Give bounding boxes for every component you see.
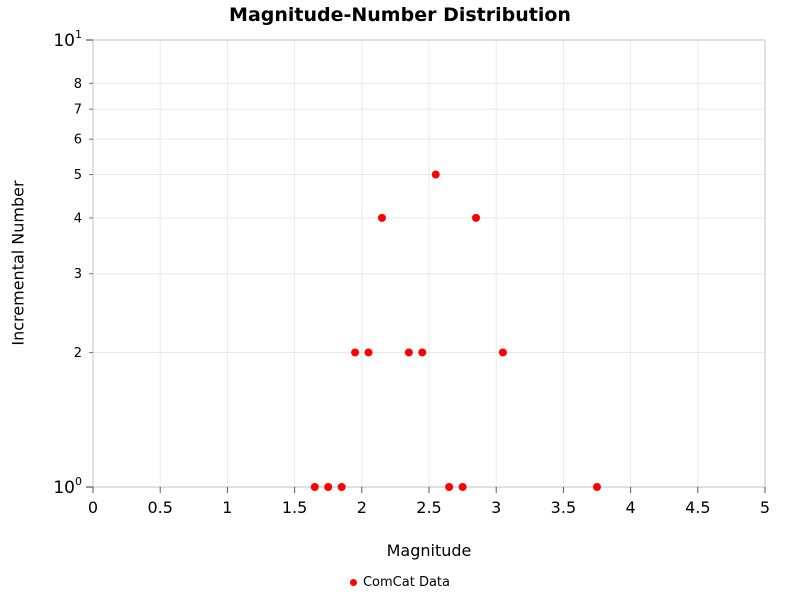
svg-text:3: 3: [74, 267, 82, 282]
gridlines: [92, 39, 766, 488]
svg-text:0: 0: [88, 498, 98, 517]
x-axis-label: Magnitude: [386, 541, 472, 560]
svg-text:101: 101: [53, 28, 82, 51]
svg-text:3: 3: [491, 498, 501, 517]
data-point: [445, 483, 454, 491]
data-point: [593, 483, 601, 491]
x-axis-ticks: 0 0.5 1 1.5 2 2.5 3 3.5 4 4.5 5: [88, 487, 770, 517]
y-axis-ticks: 100 101 2 3 4 5 6 7 8: [53, 28, 93, 498]
svg-text:4: 4: [74, 211, 82, 226]
scatter-series: [310, 170, 601, 491]
data-point: [364, 348, 373, 357]
svg-text:2: 2: [357, 498, 367, 517]
y-axis-label: Incremental Number: [8, 180, 28, 346]
svg-text:4: 4: [626, 498, 636, 517]
svg-text:5: 5: [760, 498, 770, 517]
data-point: [377, 213, 386, 222]
chart-title: Magnitude-Number Distribution: [229, 4, 571, 26]
svg-text:2.5: 2.5: [416, 498, 441, 517]
svg-text:0.5: 0.5: [147, 498, 172, 517]
data-point: [431, 170, 440, 179]
data-point: [498, 348, 507, 357]
legend-label: ComCat Data: [362, 575, 450, 590]
svg-text:5: 5: [74, 168, 82, 183]
data-point: [404, 348, 413, 357]
legend: ComCat Data: [0, 575, 800, 590]
svg-text:100: 100: [53, 475, 82, 498]
svg-text:6: 6: [74, 133, 82, 148]
svg-text:4.5: 4.5: [685, 498, 710, 517]
data-point: [458, 483, 467, 491]
data-point: [418, 348, 427, 357]
data-point: [351, 348, 360, 357]
svg-text:1.5: 1.5: [282, 498, 307, 517]
data-point: [472, 213, 481, 222]
svg-text:8: 8: [74, 77, 82, 92]
data-point: [310, 483, 319, 491]
data-point: [337, 483, 346, 491]
data-point: [324, 483, 333, 491]
legend-marker-icon: [349, 579, 357, 586]
svg-text:1: 1: [222, 498, 232, 517]
svg-text:3.5: 3.5: [551, 498, 576, 517]
svg-text:2: 2: [74, 346, 82, 361]
svg-text:7: 7: [74, 103, 82, 118]
